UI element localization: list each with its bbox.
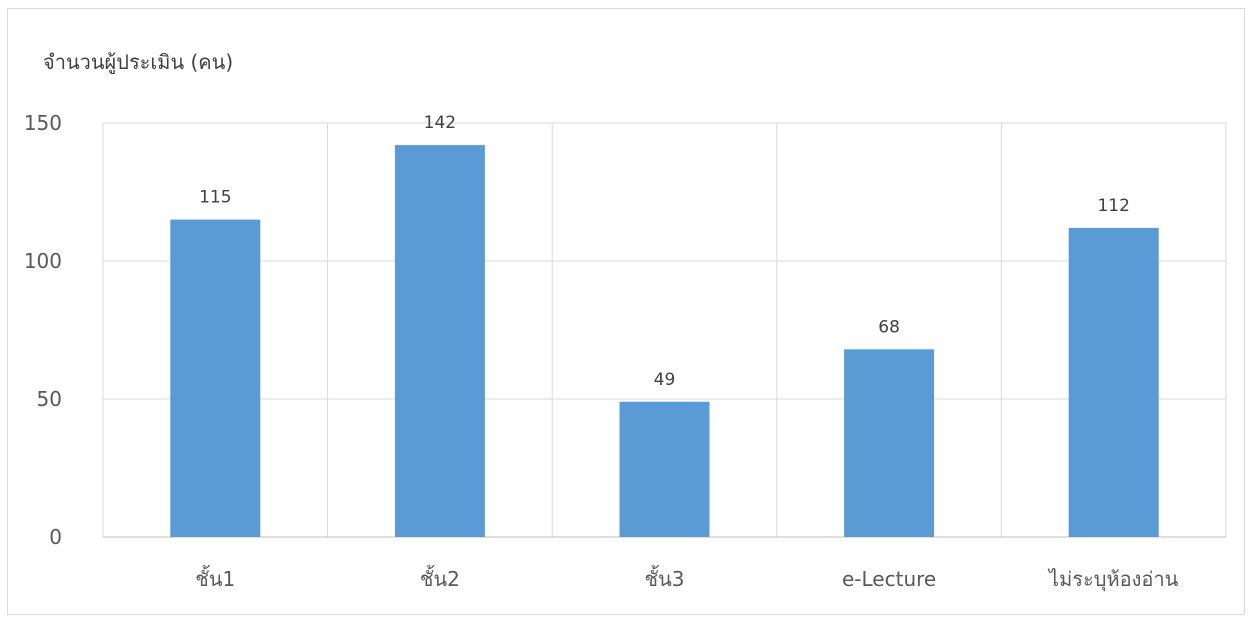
y-axis-ticks: 0 50 100 150	[24, 111, 62, 549]
bar	[1068, 227, 1159, 537]
data-labels: 115 142 49 68 112	[199, 113, 1130, 390]
bar	[619, 401, 710, 537]
bars	[170, 145, 1159, 537]
data-label: 112	[1097, 196, 1129, 216]
gridlines	[102, 122, 1227, 538]
x-category-label: e-Lecture	[842, 567, 936, 591]
y-tick-label: 0	[49, 525, 62, 549]
y-tick-label: 150	[24, 111, 62, 135]
bar	[394, 145, 485, 537]
x-category-label: ชั้น1	[195, 565, 235, 591]
bar	[844, 349, 935, 537]
x-axis-ticks: ชั้น1 ชั้น2 ชั้น3 e-Lecture ไม่ระบุห้องอ่าน	[195, 565, 1178, 592]
data-label: 115	[199, 188, 231, 208]
x-category-label: ไม่ระบุห้องอ่าน	[1047, 567, 1179, 592]
x-category-label: ชั้น2	[420, 565, 460, 591]
x-category-label: ชั้น3	[645, 565, 685, 591]
data-label: 49	[654, 370, 676, 390]
bar	[170, 219, 261, 537]
y-axis-title: จำนวนผู้ประเมิน (คน)	[43, 50, 234, 74]
data-label: 68	[878, 317, 900, 337]
data-label: 142	[424, 113, 456, 133]
y-tick-label: 50	[37, 387, 62, 411]
y-tick-label: 100	[24, 249, 62, 273]
